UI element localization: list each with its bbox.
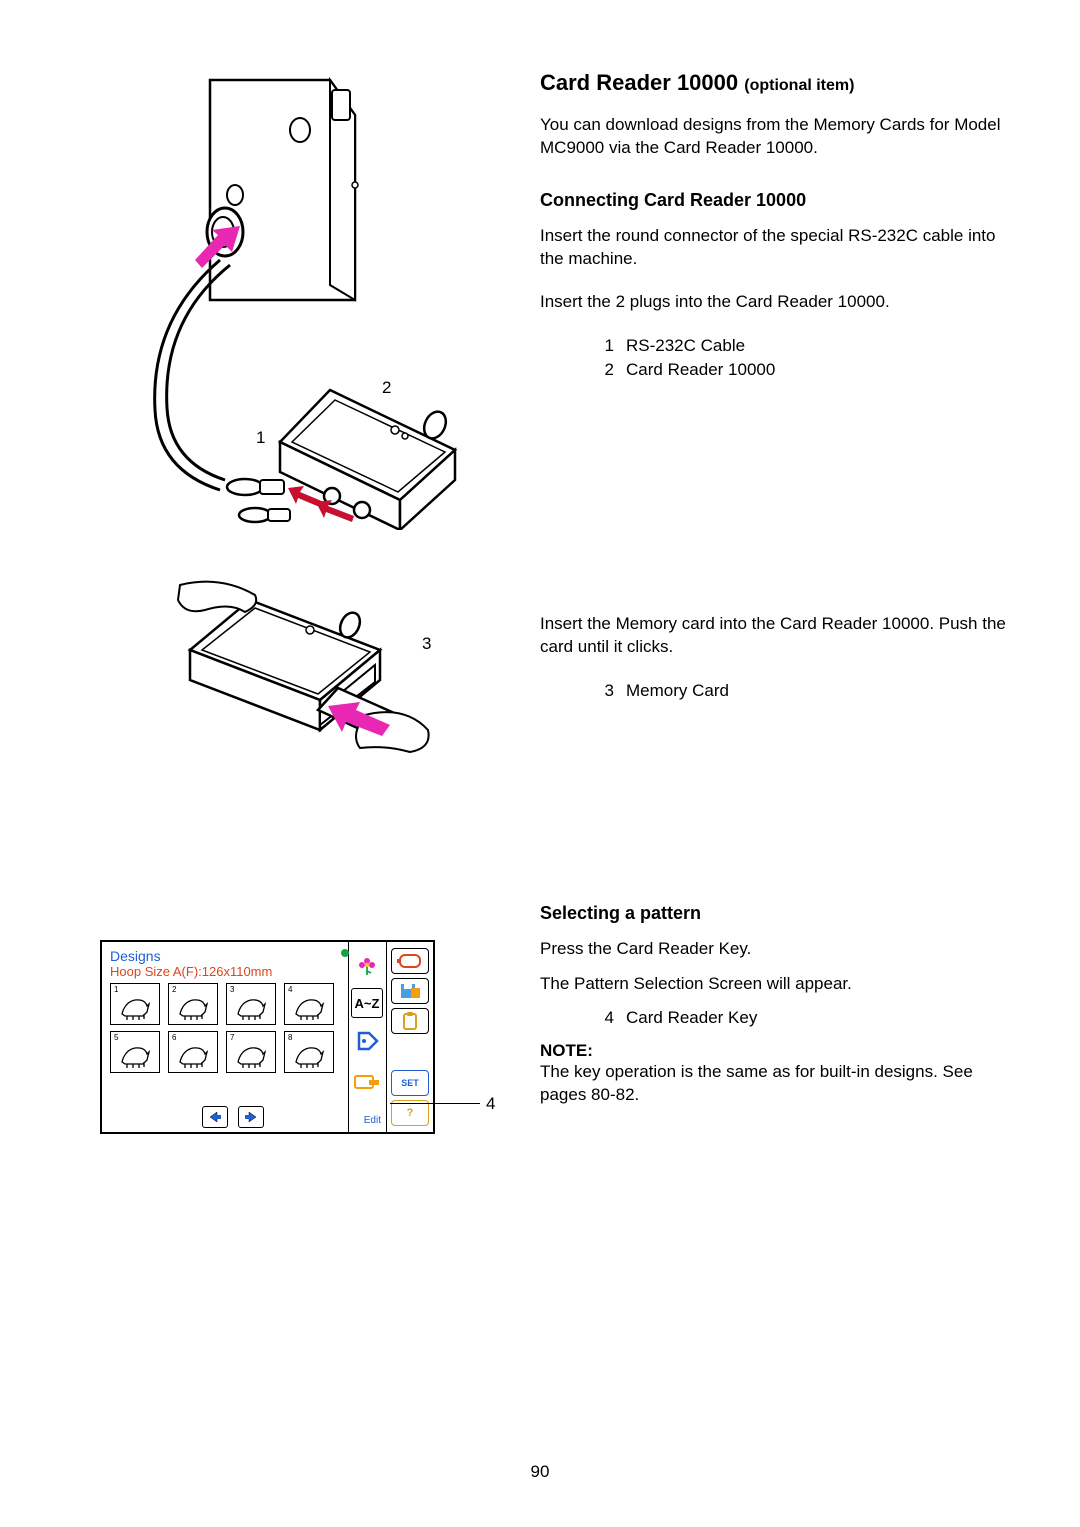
illustration-connect: 1 2 <box>100 60 480 530</box>
nav-next-button[interactable] <box>238 1106 264 1128</box>
insert-p: Insert the Memory card into the Card Rea… <box>540 613 1010 659</box>
page-title: Card Reader 10000 (optional item) <box>540 70 1010 96</box>
disk-icon <box>399 982 421 1000</box>
callout-1: 1 <box>256 428 265 448</box>
pattern-cell[interactable]: 3 <box>226 983 276 1025</box>
callout-2: 2 <box>382 378 391 398</box>
nav-prev-button[interactable] <box>202 1106 228 1128</box>
list-item: 4Card Reader Key <box>600 1006 1010 1031</box>
arrow-right-icon <box>244 1111 258 1123</box>
illustration-ui-wrap: Designs Hoop Size A(F):126x110mm 1 2 3 4… <box>100 940 540 1134</box>
connect-p2: Insert the 2 plugs into the Card Reader … <box>540 291 1010 314</box>
insert-diagram-svg <box>160 570 440 770</box>
connect-p1: Insert the round connector of the specia… <box>540 225 1010 271</box>
tag-icon[interactable] <box>351 1024 383 1058</box>
nav-row <box>202 1106 264 1128</box>
clipboard-icon-button[interactable] <box>391 1008 429 1034</box>
pattern-cell[interactable]: 8 <box>284 1031 334 1073</box>
select-p2: The Pattern Selection Screen will appear… <box>540 973 1010 996</box>
connect-list: 1RS-232C Cable 2Card Reader 10000 <box>600 334 1010 383</box>
set-button[interactable]: SET <box>391 1070 429 1096</box>
callout-3: 3 <box>422 634 431 654</box>
hoop-icon-button[interactable] <box>391 948 429 974</box>
pattern-cell[interactable]: 7 <box>226 1031 276 1073</box>
ui-title: Designs <box>110 948 340 964</box>
ui-main-panel: Designs Hoop Size A(F):126x110mm 1 2 3 4… <box>102 942 349 1132</box>
pattern-cell[interactable]: 4 <box>284 983 334 1025</box>
pattern-cell[interactable]: 2 <box>168 983 218 1025</box>
connect-diagram-svg <box>100 60 480 530</box>
page-number: 90 <box>531 1462 550 1482</box>
title-sub: (optional item) <box>744 77 854 94</box>
ui-mid-column: A~Z <box>349 942 387 1132</box>
select-list: 4Card Reader Key <box>600 1006 1010 1031</box>
status-dot-icon <box>340 948 350 958</box>
list-item: 3Memory Card <box>600 679 1010 704</box>
illustration-insert: 3 <box>160 570 440 770</box>
select-p1: Press the Card Reader Key. <box>540 938 1010 961</box>
leader-4 <box>390 1103 480 1104</box>
ui-subtitle: Hoop Size A(F):126x110mm <box>110 964 340 979</box>
edit-label: Edit <box>364 1115 381 1126</box>
card-reader-key[interactable] <box>351 1064 383 1098</box>
note-block: NOTE: The key operation is the same as f… <box>540 1041 1010 1107</box>
select-heading: Selecting a pattern <box>540 903 1010 924</box>
pattern-cell[interactable]: 1 <box>110 983 160 1025</box>
clipboard-icon <box>400 1011 420 1031</box>
list-item: 1RS-232C Cable <box>600 334 1010 359</box>
pattern-cell[interactable]: 6 <box>168 1031 218 1073</box>
pattern-grid: 1 2 3 4 5 6 7 8 <box>110 983 340 1073</box>
hoop-icon <box>397 952 423 970</box>
pattern-cell[interactable]: 5 <box>110 1031 160 1073</box>
arrow-left-icon <box>208 1111 222 1123</box>
note-label: NOTE: <box>540 1041 593 1060</box>
insert-list: 3Memory Card <box>600 679 1010 704</box>
disk-icon-button[interactable] <box>391 978 429 1004</box>
connect-heading: Connecting Card Reader 10000 <box>540 190 1010 211</box>
intro-text: You can download designs from the Memory… <box>540 114 1010 160</box>
callout-4: 4 <box>486 1094 495 1114</box>
title-main: Card Reader 10000 <box>540 70 738 95</box>
note-text: The key operation is the same as for bui… <box>540 1062 973 1104</box>
list-item: 2Card Reader 10000 <box>600 358 1010 383</box>
alpha-key[interactable]: A~Z <box>351 988 383 1018</box>
pattern-selection-screen: Designs Hoop Size A(F):126x110mm 1 2 3 4… <box>100 940 435 1134</box>
flower-icon[interactable] <box>351 948 383 982</box>
